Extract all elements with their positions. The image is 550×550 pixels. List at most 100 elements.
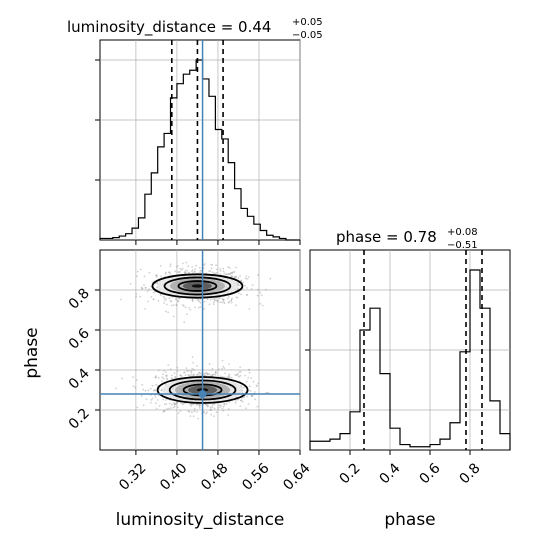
scatter-point	[191, 270, 193, 272]
scatter-point	[166, 374, 168, 377]
scatter-point	[163, 409, 166, 412]
scatter-point	[150, 399, 153, 401]
scatter-point	[165, 376, 168, 378]
scatter-point	[220, 404, 223, 407]
scatter-point	[179, 374, 182, 376]
scatter-point	[154, 396, 157, 398]
scatter-point	[171, 377, 174, 380]
scatter-point	[142, 404, 145, 407]
scatter-point	[231, 271, 234, 274]
scatter-point	[197, 299, 199, 302]
scatter-point	[121, 377, 124, 380]
scatter-point	[213, 415, 216, 418]
scatter-point	[256, 294, 259, 297]
scatter-point	[165, 310, 167, 313]
scatter-point	[190, 371, 193, 373]
scatter-point	[209, 406, 212, 409]
scatter-point	[192, 415, 195, 418]
scatter-point	[245, 380, 248, 383]
scatter-point	[191, 269, 194, 271]
hist-frame-luminosity-distance	[99, 39, 301, 241]
scatter-point	[244, 277, 247, 280]
scatter-point	[170, 374, 173, 377]
scatter-point	[267, 391, 270, 394]
luminosity-distance-xtick-label: 0.48	[198, 460, 231, 493]
scatter-point	[211, 271, 214, 274]
scatter-point	[163, 299, 166, 302]
scatter-point	[136, 406, 139, 409]
scatter-point	[213, 298, 216, 301]
scatter-point	[135, 295, 138, 298]
scatter-point	[222, 365, 225, 368]
scatter-point	[245, 275, 248, 278]
scatter-point	[222, 298, 225, 301]
scatter-point	[194, 271, 196, 273]
scatter-point	[197, 298, 199, 301]
scatter-point	[140, 268, 142, 271]
scatter-point	[166, 378, 169, 380]
scatter-point	[241, 400, 244, 403]
scatter-point	[215, 299, 218, 302]
scatter-point	[206, 298, 209, 301]
scatter-point	[159, 264, 162, 267]
contour-mode-0-level-1	[163, 276, 232, 296]
scatter-point	[139, 295, 142, 298]
scatter-point	[145, 398, 148, 401]
scatter-point	[217, 407, 220, 409]
scatter-point	[163, 302, 166, 304]
scatter-point	[225, 273, 228, 275]
scatter-point	[163, 410, 166, 412]
scatter-point	[199, 372, 202, 375]
scatter-point	[151, 397, 154, 400]
scatter-point	[240, 399, 243, 402]
scatter-point	[187, 265, 190, 267]
scatter-point	[186, 313, 188, 316]
scatter-point	[184, 271, 187, 274]
scatter-point	[211, 367, 214, 370]
scatter-point	[234, 402, 237, 404]
scatter-point	[246, 278, 249, 280]
scatter-point	[160, 389, 163, 392]
scatter-point	[193, 368, 195, 371]
scatter-point	[198, 406, 201, 409]
scatter-point	[180, 269, 183, 271]
scatter-point	[184, 306, 187, 309]
scatter-point	[222, 267, 225, 270]
scatter-point	[182, 305, 185, 307]
scatter-point	[191, 367, 194, 370]
scatter-point	[152, 291, 155, 294]
scatter-point	[186, 269, 188, 272]
scatter-point	[161, 380, 163, 382]
scatter-point	[206, 372, 208, 375]
scatter-point	[181, 304, 184, 306]
scatter-point	[174, 270, 177, 273]
scatter-point	[195, 403, 198, 406]
scatter-point	[155, 407, 158, 410]
scatter-point	[227, 414, 230, 416]
scatter-point	[191, 298, 194, 301]
scatter-point	[219, 375, 222, 378]
scatter-point	[247, 276, 250, 278]
phase-ytick-label: 0.2	[66, 406, 93, 433]
scatter-point	[162, 398, 165, 401]
hist-panel-phase: 0.2 0.4 0.6 0.8 phase = 0.78 +0.08 −0.51 ph…	[305, 227, 511, 530]
scatter-point	[243, 386, 245, 389]
scatter-point	[236, 374, 239, 376]
scatter-point	[230, 301, 233, 304]
scatter-point	[180, 375, 183, 378]
scatter-point	[169, 272, 172, 275]
scatter-point	[239, 366, 242, 368]
scatter-point	[144, 287, 147, 289]
scatter-point	[114, 387, 117, 390]
scatter-point	[252, 380, 255, 383]
scatter-point	[209, 270, 212, 272]
scatter-point	[236, 296, 239, 299]
scatter-point	[222, 298, 225, 301]
scatter-point	[164, 273, 167, 275]
scatter-point	[169, 368, 172, 371]
scatter-point	[196, 373, 198, 376]
scatter-point	[247, 403, 250, 405]
scatter-point	[179, 270, 181, 273]
scatter-point	[235, 374, 238, 376]
